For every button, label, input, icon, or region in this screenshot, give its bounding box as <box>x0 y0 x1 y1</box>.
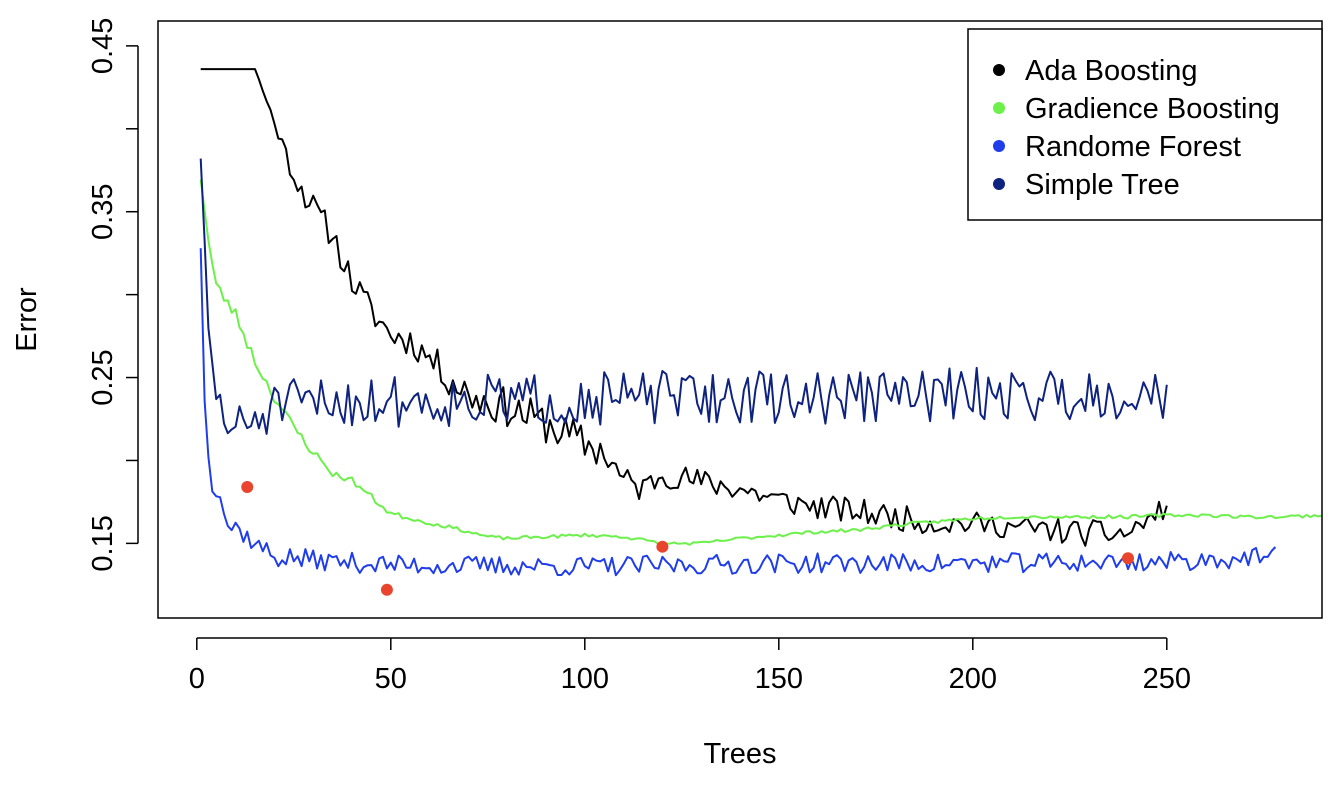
series-layer <box>199 68 1323 577</box>
x-tick-label: 250 <box>1143 663 1191 695</box>
legend-label: Gradience Boosting <box>1025 93 1280 125</box>
legend-label: Randome Forest <box>1025 131 1241 163</box>
plot-border <box>157 20 1323 619</box>
y-tick-label: 0.35 <box>87 183 119 239</box>
x-tick-label: 0 <box>189 663 205 695</box>
legend-marker <box>993 178 1005 190</box>
minimum-point <box>1122 552 1134 565</box>
x-tick-label: 50 <box>375 663 407 695</box>
x-axis-title: Trees <box>703 738 776 770</box>
series-line <box>199 179 1323 546</box>
y-tick-label: 0.45 <box>87 18 119 74</box>
minimum-point <box>656 540 669 553</box>
series-line <box>199 158 1168 435</box>
y-tick-label: 0.15 <box>87 515 119 571</box>
minimum-point <box>380 583 393 596</box>
x-tick-label: 100 <box>561 663 609 695</box>
x-axis: 0 50 100 150 200 250 <box>189 637 1191 695</box>
series-line <box>200 68 1168 547</box>
legend-marker <box>993 64 1005 76</box>
y-axis: 0.15 0.25 0.35 0.45 <box>87 18 139 572</box>
legend-marker <box>993 102 1005 114</box>
y-axis-title: Error <box>11 287 43 352</box>
legend-label: Ada Boosting <box>1025 55 1198 87</box>
y-tick-label: 0.25 <box>87 349 119 405</box>
x-tick-label: 150 <box>755 663 803 695</box>
legend: Ada Boosting Gradience Boosting Randome Fo… <box>967 28 1323 221</box>
minimum-points-layer <box>241 480 1134 596</box>
legend-label: Simple Tree <box>1025 169 1180 201</box>
series-line <box>199 248 1277 577</box>
legend-marker <box>993 140 1005 152</box>
x-tick-label: 200 <box>949 663 997 695</box>
minimum-point <box>241 480 254 493</box>
legend-box <box>967 28 1323 221</box>
